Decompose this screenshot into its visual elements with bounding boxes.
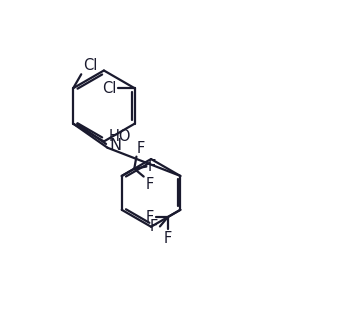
Text: Cl: Cl — [83, 58, 97, 72]
Text: Cl: Cl — [102, 81, 117, 96]
Text: F: F — [150, 219, 158, 234]
Text: F: F — [146, 210, 154, 225]
Text: F: F — [137, 141, 145, 156]
Text: HO: HO — [108, 129, 131, 144]
Text: F: F — [164, 231, 172, 246]
Text: N: N — [109, 138, 121, 153]
Text: F: F — [145, 176, 154, 192]
Text: F: F — [148, 159, 156, 174]
